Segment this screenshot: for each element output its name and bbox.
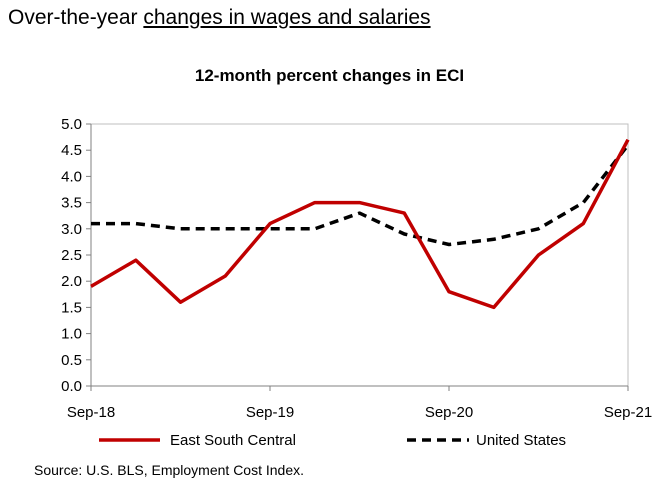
x-tick-label: Sep-20 bbox=[425, 404, 473, 421]
series-lines bbox=[90, 138, 630, 310]
y-tick-label: 2.0 bbox=[61, 273, 82, 290]
y-tick-label: 1.5 bbox=[61, 299, 82, 316]
x-tick-label: Sep-18 bbox=[67, 404, 115, 421]
source-note: Source: U.S. BLS, Employment Cost Index. bbox=[34, 462, 305, 478]
y-tick-label: 0.5 bbox=[61, 352, 82, 369]
y-tick-label: 2.5 bbox=[61, 247, 82, 264]
heading-link[interactable]: changes in wages and salaries bbox=[143, 6, 431, 29]
y-tick-label: 3.0 bbox=[61, 221, 82, 238]
page-heading: Over-the-year changes in wages and salar… bbox=[8, 6, 431, 30]
y-tick-label: 0.0 bbox=[61, 378, 82, 395]
y-tick-label: 4.5 bbox=[61, 142, 82, 159]
x-tick-label: Sep-19 bbox=[246, 404, 294, 421]
series-line-united-states bbox=[91, 143, 630, 247]
plot-frame bbox=[90, 123, 629, 387]
chart-title: 12-month percent changes in ECI bbox=[194, 66, 465, 85]
y-tick-label: 5.0 bbox=[61, 116, 82, 133]
legend-label: East South Central bbox=[170, 432, 296, 449]
y-tick-label: 3.5 bbox=[61, 195, 82, 212]
y-tick-label: 4.0 bbox=[61, 168, 82, 185]
y-tick-label: 1.0 bbox=[61, 326, 82, 343]
axes: 0.0 0.5 1.0 1.5 2.0 2.5 3.0 3.5 4.0 4.5 5.0 Sep-18 S… bbox=[61, 116, 652, 421]
legend: East South Central United States bbox=[99, 432, 566, 449]
legend-label: United States bbox=[476, 432, 566, 449]
heading-prefix: Over-the-year bbox=[8, 6, 144, 29]
x-tick-label: Sep-21 bbox=[604, 404, 652, 421]
series-line-east-south-central bbox=[90, 138, 630, 310]
